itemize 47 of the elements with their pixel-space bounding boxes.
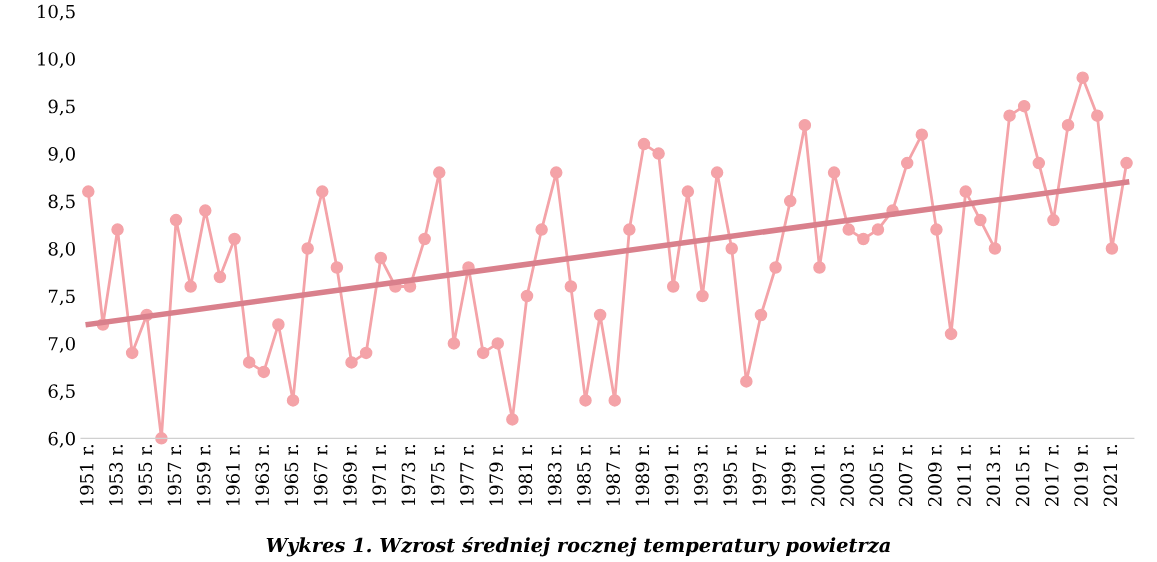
x-tick-label: 1965 r.: [284, 444, 299, 506]
x-tick-label: 1977 r.: [460, 444, 474, 506]
x-tick-label: 1957 r.: [167, 444, 182, 506]
x-tick-label: 1967 r.: [313, 444, 328, 506]
x-tick-label: 1951 r.: [79, 444, 94, 506]
x-tick-label: 1971 r.: [372, 444, 386, 506]
x-tick-label: 1985 r.: [577, 444, 591, 506]
x-tick-label: 1953 r.: [109, 444, 123, 506]
x-tick-label: 2003 r.: [840, 444, 854, 507]
x-tick-label: 1983 r.: [547, 444, 562, 506]
y-tick-label: 8,0: [48, 241, 75, 258]
x-tick-label: 1979 r.: [489, 444, 503, 506]
x-tick-label: 1959 r.: [196, 444, 211, 506]
x-tick-label: 1969 r.: [343, 444, 357, 506]
x-tick-label: 1999 r.: [781, 444, 796, 506]
x-tick-label: 1961 r.: [226, 444, 240, 506]
x-tick-label: 2007 r.: [898, 444, 913, 507]
x-tick-label: 1955 r.: [138, 444, 153, 506]
x-tick-label: 1981 r.: [518, 444, 533, 506]
y-tick-label: 6,5: [48, 384, 75, 401]
x-tick-label: 2001 r.: [811, 444, 825, 507]
x-tick-label: 1989 r.: [635, 444, 650, 506]
x-tick-label: 2005 r.: [869, 444, 884, 507]
x-tick-label: 2019 r.: [1074, 444, 1088, 507]
x-tick-label: 1975 r.: [430, 444, 445, 506]
x-tick-label: 1973 r.: [401, 444, 416, 506]
x-tick-label: 2021 r.: [1103, 444, 1118, 507]
y-tick-label: 10,0: [38, 52, 75, 69]
x-tick-label: 1963 r.: [255, 444, 270, 506]
x-tick-label: 1987 r.: [606, 444, 620, 506]
x-tick-label: 1993 r.: [694, 444, 708, 506]
y-tick-label: 9,0: [48, 147, 75, 163]
y-tick-label: 7,0: [48, 336, 75, 353]
y-tick-label: 10,5: [38, 4, 75, 21]
y-tick-label: 9,5: [48, 99, 75, 116]
text: Wykres 1. Wzrost średniej rocznej temperatury powietrza: [266, 536, 890, 557]
y-tick-label: 6,0: [48, 431, 75, 448]
x-tick-label: 1991 r.: [664, 444, 679, 506]
x-tick-label: 2009 r.: [928, 444, 942, 507]
x-tick-label: 2015 r.: [1015, 444, 1030, 507]
x-tick-label: 2013 r.: [986, 444, 1001, 507]
y-tick-label: 8,5: [48, 194, 75, 211]
x-tick-label: 2011 r.: [957, 444, 971, 507]
x-tick-label: 2017 r.: [1045, 444, 1059, 507]
y-tick-label: 7,5: [48, 289, 75, 306]
x-tick-label: 1997 r.: [752, 444, 767, 506]
x-tick-label: 1995 r.: [723, 444, 737, 506]
